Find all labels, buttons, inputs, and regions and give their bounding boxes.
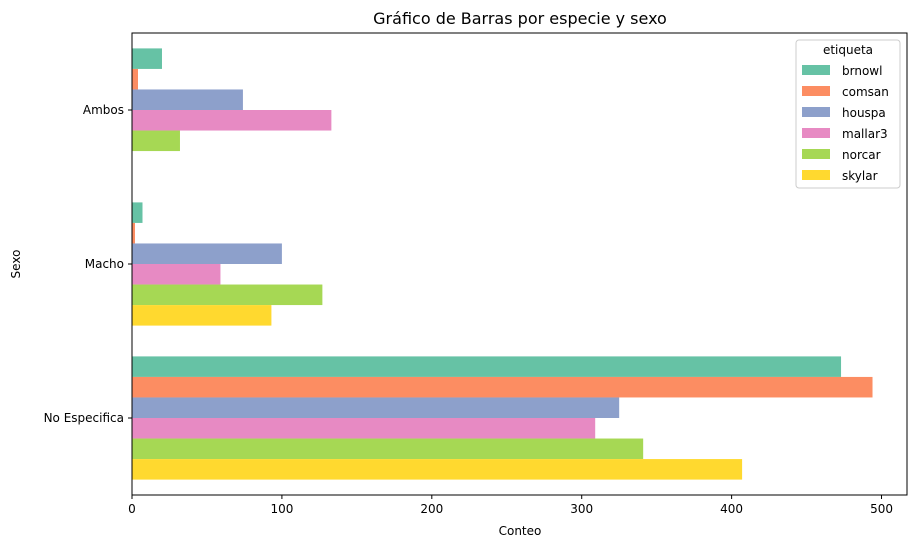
- legend-label-norcar: norcar: [842, 148, 881, 162]
- legend-items: brnowl comsan houspa mallar3 norcar skylar: [802, 64, 889, 183]
- bar-mallar3-ambos: [132, 110, 332, 131]
- x-tick-label: 400: [720, 502, 743, 516]
- x-tick-label: 500: [870, 502, 893, 516]
- x-axis-ticks: 0 100 200 300 400 500: [128, 495, 893, 516]
- bar-brnowl-macho: [132, 202, 143, 223]
- bar-comsan-ambos: [132, 68, 138, 90]
- x-tick-label: 100: [270, 502, 293, 516]
- bar-houspa-no-especifica: [132, 397, 620, 418]
- x-tick-label: 0: [128, 502, 136, 516]
- legend-label-comsan: comsan: [842, 85, 889, 99]
- bars-group: [132, 48, 873, 480]
- bar-houspa-ambos: [132, 89, 243, 110]
- x-axis-label: Conteo: [499, 524, 542, 538]
- chart-title: Gráfico de Barras por especie y sexo: [373, 9, 667, 28]
- bar-brnowl-ambos: [132, 48, 162, 69]
- legend-label-brnowl: brnowl: [842, 64, 882, 78]
- legend-swatch-norcar: [802, 149, 830, 159]
- legend-label-skylar: skylar: [842, 169, 878, 183]
- y-axis-label: Sexo: [9, 250, 23, 279]
- legend-swatch-comsan: [802, 86, 830, 96]
- bar-brnowl-no-especifica: [132, 356, 842, 377]
- x-tick-label: 200: [420, 502, 443, 516]
- bar-skylar-no-especifica: [132, 459, 743, 480]
- y-axis-ticks: Ambos Macho No Especifica: [44, 103, 132, 425]
- legend-swatch-skylar: [802, 170, 830, 180]
- legend-label-houspa: houspa: [842, 106, 886, 120]
- y-tick-label: No Especifica: [44, 411, 124, 425]
- legend-swatch-mallar3: [802, 128, 830, 138]
- legend-title: etiqueta: [823, 43, 873, 57]
- y-tick-label: Macho: [85, 257, 124, 271]
- bar-mallar3-no-especifica: [132, 418, 596, 439]
- bar-norcar-macho: [132, 284, 323, 306]
- bar-norcar-no-especifica: [132, 438, 644, 460]
- legend-swatch-brnowl: [802, 65, 830, 75]
- bar-norcar-ambos: [132, 130, 180, 152]
- legend: etiqueta brnowl comsan houspa mallar3 norcar…: [795, 39, 901, 189]
- bar-comsan-macho: [132, 222, 135, 244]
- legend-swatch-houspa: [802, 107, 830, 117]
- y-tick-label: Ambos: [83, 103, 124, 117]
- legend-label-mallar3: mallar3: [842, 127, 888, 141]
- x-tick-label: 300: [570, 502, 593, 516]
- bar-mallar3-macho: [132, 264, 221, 285]
- bar-comsan-no-especifica: [132, 376, 873, 398]
- bar-skylar-macho: [132, 305, 272, 326]
- bar-houspa-macho: [132, 243, 282, 264]
